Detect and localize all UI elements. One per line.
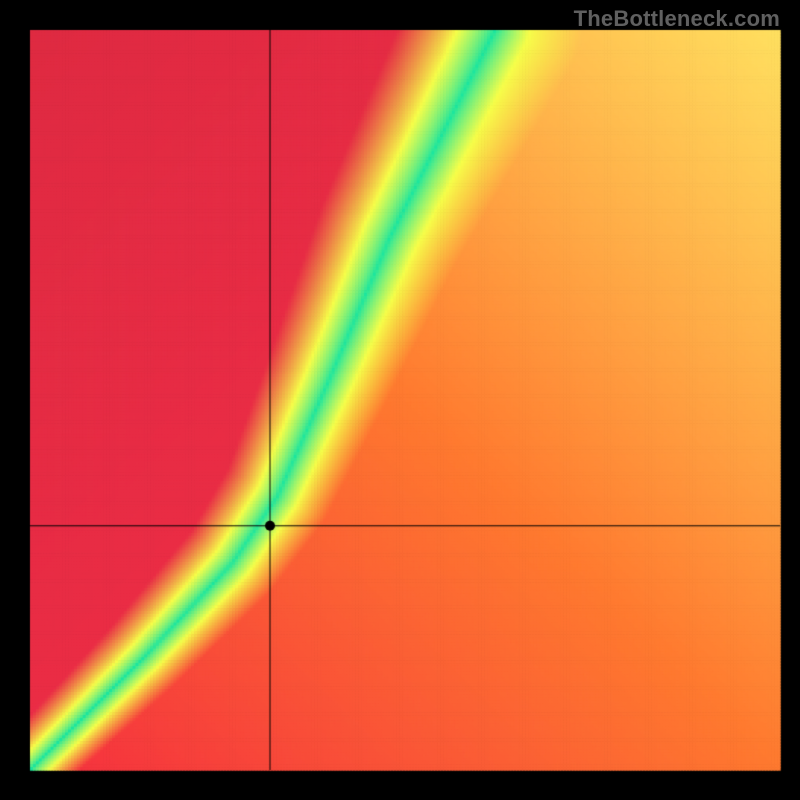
watermark-label: TheBottleneck.com xyxy=(574,6,780,32)
bottleneck-heatmap-canvas xyxy=(0,0,800,800)
chart-container: TheBottleneck.com xyxy=(0,0,800,800)
